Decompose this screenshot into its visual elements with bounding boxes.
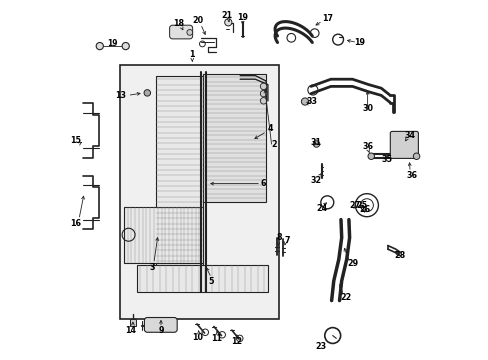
- Text: 24: 24: [316, 204, 327, 212]
- Circle shape: [186, 30, 192, 35]
- Text: 26: 26: [359, 205, 369, 215]
- Text: 25: 25: [356, 201, 367, 210]
- Text: 13: 13: [115, 91, 125, 100]
- Text: 29: 29: [346, 259, 357, 268]
- Text: 10: 10: [192, 333, 203, 342]
- Text: 28: 28: [394, 251, 405, 260]
- Text: 19: 19: [353, 38, 365, 47]
- Bar: [123, 207, 203, 263]
- Text: 2: 2: [271, 140, 276, 149]
- Circle shape: [122, 42, 129, 50]
- Text: 4: 4: [267, 124, 273, 133]
- Text: 23: 23: [315, 342, 325, 351]
- Bar: [203, 74, 265, 202]
- FancyBboxPatch shape: [169, 25, 192, 39]
- Text: 21: 21: [221, 11, 232, 20]
- FancyBboxPatch shape: [144, 318, 177, 332]
- Text: 32: 32: [310, 176, 322, 185]
- Circle shape: [313, 141, 319, 147]
- Bar: [120, 65, 278, 319]
- FancyBboxPatch shape: [130, 319, 136, 326]
- Bar: [156, 76, 203, 265]
- Circle shape: [260, 98, 266, 104]
- Text: 12: 12: [230, 338, 242, 346]
- Text: 35: 35: [381, 155, 392, 163]
- Text: 27: 27: [348, 202, 360, 210]
- Text: 34: 34: [404, 131, 415, 140]
- FancyBboxPatch shape: [389, 131, 418, 158]
- Text: 19: 19: [237, 13, 248, 22]
- Text: 36: 36: [406, 171, 417, 180]
- Text: 14: 14: [125, 325, 136, 335]
- Text: 22: 22: [340, 292, 351, 302]
- Circle shape: [412, 153, 419, 159]
- Text: 6: 6: [260, 179, 265, 188]
- Text: 5: 5: [208, 277, 214, 286]
- Circle shape: [144, 90, 150, 96]
- Circle shape: [260, 83, 266, 90]
- Circle shape: [367, 153, 374, 159]
- Text: 31: 31: [310, 138, 321, 147]
- Text: 16: 16: [70, 219, 81, 228]
- Text: 36: 36: [362, 143, 373, 152]
- Text: 15: 15: [70, 136, 81, 145]
- Text: 1: 1: [189, 50, 195, 59]
- Bar: [136, 265, 267, 292]
- Circle shape: [301, 98, 308, 105]
- Text: 3: 3: [150, 263, 155, 272]
- Text: 9: 9: [158, 326, 163, 335]
- Text: 17: 17: [322, 14, 333, 23]
- Text: 11: 11: [210, 334, 222, 343]
- Circle shape: [96, 42, 103, 50]
- Text: 7: 7: [284, 236, 289, 245]
- Text: 18: 18: [172, 19, 183, 28]
- Circle shape: [224, 19, 231, 26]
- Circle shape: [260, 90, 266, 97]
- Text: 30: 30: [362, 104, 372, 113]
- Text: 8: 8: [276, 233, 281, 242]
- Text: 20: 20: [192, 17, 203, 26]
- Text: 33: 33: [306, 97, 317, 106]
- Text: 19: 19: [107, 40, 118, 49]
